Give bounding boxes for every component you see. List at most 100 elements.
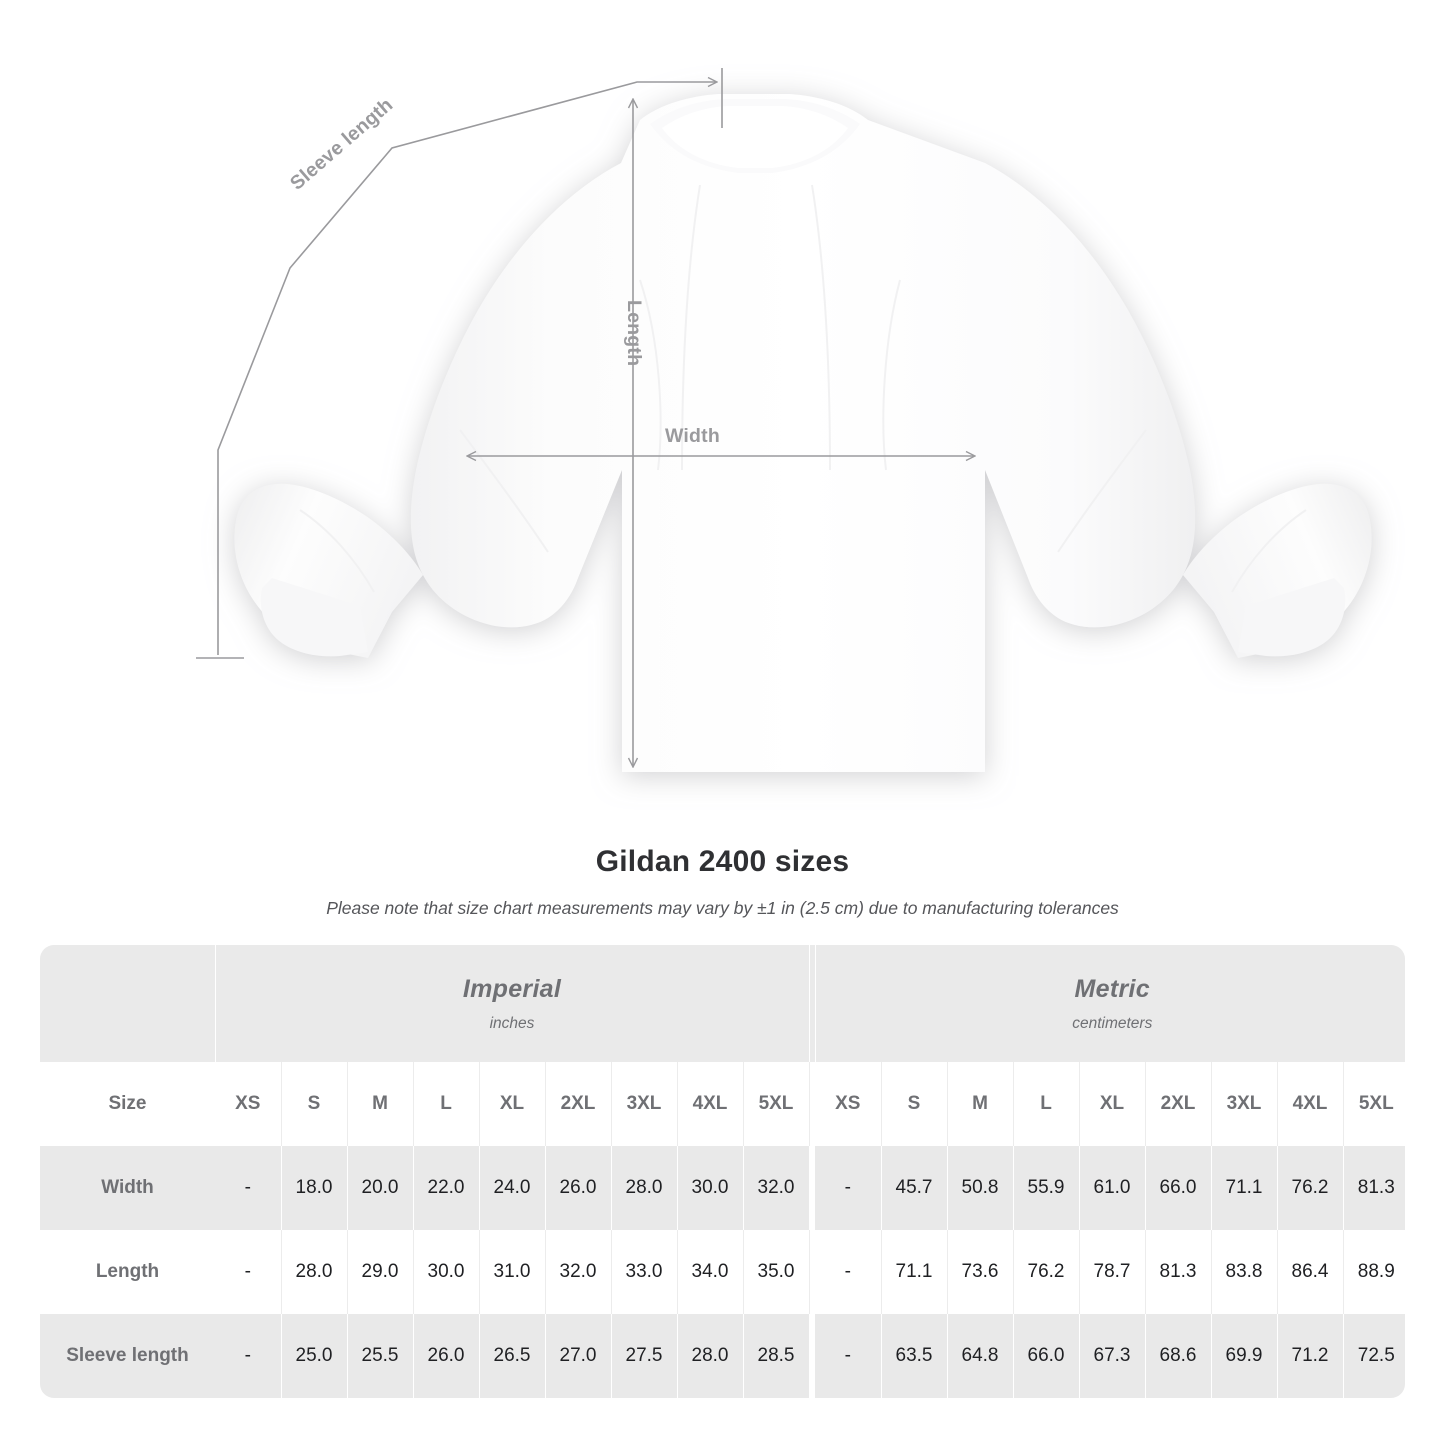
cell-length-metric-4xl: 86.4 bbox=[1277, 1230, 1344, 1314]
title-block: Gildan 2400 sizes Please note that size … bbox=[0, 845, 1445, 919]
metric-unit-name: Metric bbox=[1074, 974, 1150, 1003]
cell-length-metric-2xl: 81.3 bbox=[1145, 1230, 1212, 1314]
table-row-sleeve-length: Sleeve length - 25.0 25.5 26.0 26.5 27.0… bbox=[40, 1314, 1405, 1398]
col-header-metric-xs: XS bbox=[815, 1062, 882, 1146]
col-header-imperial-4xl: 4XL bbox=[677, 1062, 744, 1146]
cell-sleeve-imperial-s: 25.0 bbox=[281, 1314, 348, 1398]
unit-separator-header bbox=[809, 1062, 815, 1146]
col-header-metric-l: L bbox=[1013, 1062, 1080, 1146]
cell-width-metric-5xl: 81.3 bbox=[1343, 1146, 1405, 1230]
col-header-imperial-m: M bbox=[347, 1062, 414, 1146]
cell-width-imperial-xl: 24.0 bbox=[479, 1146, 546, 1230]
row-label-length: Length bbox=[40, 1230, 215, 1314]
cell-sleeve-metric-3xl: 69.9 bbox=[1211, 1314, 1278, 1398]
cell-sleeve-imperial-4xl: 28.0 bbox=[677, 1314, 744, 1398]
unit-band-spacer bbox=[40, 945, 216, 1062]
cell-sleeve-metric-5xl: 72.5 bbox=[1343, 1314, 1405, 1398]
cell-sleeve-metric-4xl: 71.2 bbox=[1277, 1314, 1344, 1398]
cell-length-metric-l: 76.2 bbox=[1013, 1230, 1080, 1314]
cell-width-metric-xl: 61.0 bbox=[1079, 1146, 1146, 1230]
cell-length-imperial-3xl: 33.0 bbox=[611, 1230, 678, 1314]
unit-separator-sleeve bbox=[809, 1314, 815, 1398]
col-header-imperial-3xl: 3XL bbox=[611, 1062, 678, 1146]
row-label-sleeve-length: Sleeve length bbox=[40, 1314, 215, 1398]
cell-length-metric-m: 73.6 bbox=[947, 1230, 1014, 1314]
cell-width-metric-2xl: 66.0 bbox=[1145, 1146, 1212, 1230]
shirt-illustration bbox=[234, 94, 1372, 772]
page-title: Gildan 2400 sizes bbox=[595, 845, 850, 878]
cell-width-imperial-4xl: 30.0 bbox=[677, 1146, 744, 1230]
cell-sleeve-metric-s: 63.5 bbox=[881, 1314, 948, 1398]
cell-length-imperial-2xl: 32.0 bbox=[545, 1230, 612, 1314]
unit-band-separator bbox=[809, 945, 816, 1062]
cell-length-imperial-5xl: 35.0 bbox=[743, 1230, 810, 1314]
cell-width-imperial-m: 20.0 bbox=[347, 1146, 414, 1230]
imperial-unit-sub: inches bbox=[489, 1014, 535, 1032]
col-header-imperial-xs: XS bbox=[215, 1062, 282, 1146]
unit-band-row: Imperial inches Metric centimeters bbox=[40, 945, 1405, 1062]
cell-sleeve-metric-m: 64.8 bbox=[947, 1314, 1014, 1398]
measurement-lines bbox=[196, 68, 974, 766]
cell-width-imperial-l: 22.0 bbox=[413, 1146, 480, 1230]
sleeve-length-line bbox=[217, 82, 716, 655]
col-header-metric-xl: XL bbox=[1079, 1062, 1146, 1146]
col-header-metric-4xl: 4XL bbox=[1277, 1062, 1344, 1146]
cell-sleeve-imperial-xs: - bbox=[215, 1314, 282, 1398]
cell-sleeve-imperial-3xl: 27.5 bbox=[611, 1314, 678, 1398]
cell-width-imperial-2xl: 26.0 bbox=[545, 1146, 612, 1230]
cell-width-metric-l: 55.9 bbox=[1013, 1146, 1080, 1230]
width-label: Width bbox=[665, 425, 720, 447]
col-header-metric-s: S bbox=[881, 1062, 948, 1146]
cell-width-metric-m: 50.8 bbox=[947, 1146, 1014, 1230]
cell-sleeve-metric-l: 66.0 bbox=[1013, 1314, 1080, 1398]
table-row-length: Length - 28.0 29.0 30.0 31.0 32.0 33.0 3… bbox=[40, 1230, 1405, 1314]
table-body: Width - 18.0 20.0 22.0 24.0 26.0 28.0 30… bbox=[40, 1146, 1405, 1398]
row-label-width: Width bbox=[40, 1146, 215, 1230]
table-row-width: Width - 18.0 20.0 22.0 24.0 26.0 28.0 30… bbox=[40, 1146, 1405, 1230]
unit-separator-width bbox=[809, 1146, 815, 1230]
cell-length-imperial-xs: - bbox=[215, 1230, 282, 1314]
imperial-unit-cell: Imperial inches bbox=[215, 945, 810, 1062]
col-header-imperial-l: L bbox=[413, 1062, 480, 1146]
cell-width-imperial-3xl: 28.0 bbox=[611, 1146, 678, 1230]
cell-sleeve-imperial-2xl: 27.0 bbox=[545, 1314, 612, 1398]
cell-length-metric-xs: - bbox=[815, 1230, 882, 1314]
cell-length-metric-xl: 78.7 bbox=[1079, 1230, 1146, 1314]
measurements-table: Imperial inches Metric centimeters Size … bbox=[40, 945, 1405, 1398]
cell-length-imperial-4xl: 34.0 bbox=[677, 1230, 744, 1314]
cell-width-imperial-s: 18.0 bbox=[281, 1146, 348, 1230]
cell-length-metric-3xl: 83.8 bbox=[1211, 1230, 1278, 1314]
cell-width-metric-s: 45.7 bbox=[881, 1146, 948, 1230]
cell-width-imperial-xs: - bbox=[215, 1146, 282, 1230]
cell-sleeve-metric-xs: - bbox=[815, 1314, 882, 1398]
cell-length-imperial-xl: 31.0 bbox=[479, 1230, 546, 1314]
cell-sleeve-imperial-l: 26.0 bbox=[413, 1314, 480, 1398]
cell-width-metric-xs: - bbox=[815, 1146, 882, 1230]
col-header-metric-3xl: 3XL bbox=[1211, 1062, 1278, 1146]
size-table: Imperial inches Metric centimeters Size … bbox=[40, 945, 1405, 1398]
col-header-metric-5xl: 5XL bbox=[1358, 1093, 1394, 1114]
col-header-imperial-s: S bbox=[281, 1062, 348, 1146]
cell-width-metric-4xl: 76.2 bbox=[1277, 1146, 1344, 1230]
col-header-metric-m: M bbox=[947, 1062, 1014, 1146]
col-header-metric-2xl: 2XL bbox=[1145, 1062, 1212, 1146]
cell-sleeve-metric-xl: 67.3 bbox=[1079, 1314, 1146, 1398]
col-header-imperial-xl: XL bbox=[479, 1062, 546, 1146]
imperial-unit-name: Imperial bbox=[462, 974, 562, 1003]
size-header-row: Size XS S M L XL 2XL 3XL 4XL 5XL XS S M … bbox=[40, 1062, 1405, 1146]
cell-width-imperial-5xl: 32.0 bbox=[743, 1146, 810, 1230]
cell-sleeve-metric-2xl: 68.6 bbox=[1145, 1314, 1212, 1398]
garment-diagram: Sleeve length Length Width bbox=[196, 68, 1372, 772]
cell-sleeve-imperial-m: 25.5 bbox=[347, 1314, 414, 1398]
cell-width-metric-3xl: 71.1 bbox=[1211, 1146, 1278, 1230]
tolerance-note: Please note that size chart measurements… bbox=[326, 898, 1119, 918]
cell-sleeve-imperial-xl: 26.5 bbox=[479, 1314, 546, 1398]
col-header-imperial-2xl: 2XL bbox=[545, 1062, 612, 1146]
length-label: Length bbox=[623, 300, 645, 367]
col-header-imperial-5xl: 5XL bbox=[743, 1062, 810, 1146]
cell-length-imperial-m: 29.0 bbox=[347, 1230, 414, 1314]
cell-length-imperial-s: 28.0 bbox=[281, 1230, 348, 1314]
cell-sleeve-imperial-5xl: 28.5 bbox=[743, 1314, 810, 1398]
unit-separator-length bbox=[809, 1230, 815, 1314]
